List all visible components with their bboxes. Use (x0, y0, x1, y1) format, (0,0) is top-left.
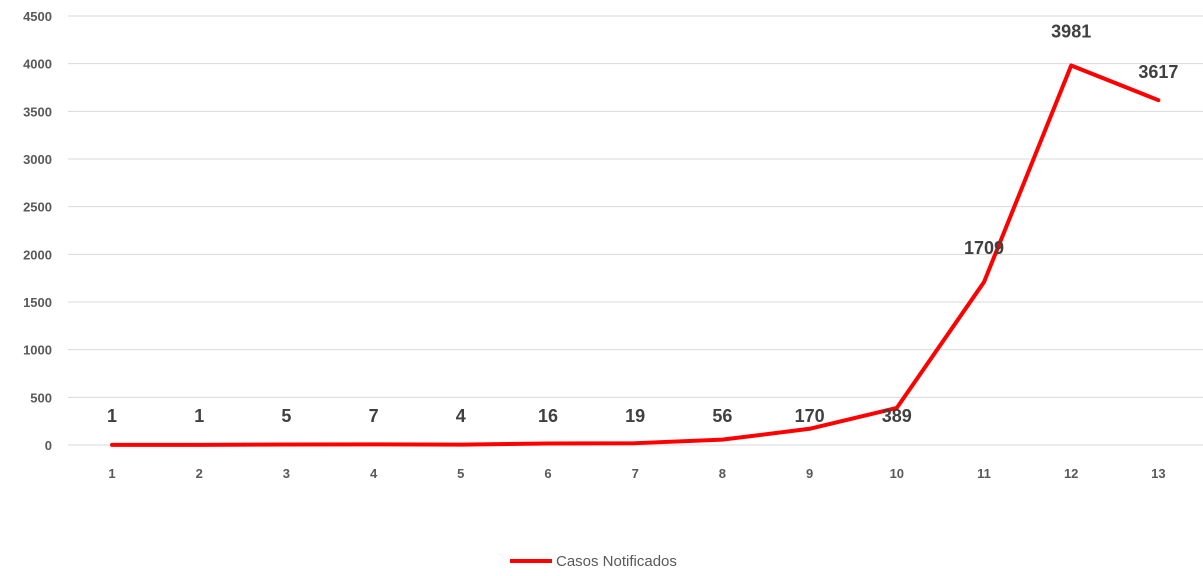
data-label: 7 (369, 406, 379, 426)
y-tick-label: 3000 (23, 152, 52, 167)
gridlines (68, 15, 1203, 446)
series-casos-notificados (110, 63, 1161, 447)
x-axis-ticks: 1 2 3 4 5 6 7 8 9 10 11 12 13 (108, 466, 1165, 481)
x-tick-label: 2 (196, 466, 203, 481)
data-labels: 1 1 5 7 4 16 19 56 170 389 1709 3981 3617 (107, 21, 1178, 426)
x-tick-label: 5 (457, 466, 464, 481)
y-tick-label: 500 (30, 390, 52, 405)
x-tick-label: 6 (544, 466, 551, 481)
x-tick-label: 11 (977, 466, 991, 481)
data-label: 19 (625, 406, 645, 426)
x-tick-label: 7 (632, 466, 639, 481)
y-tick-label: 2000 (23, 247, 52, 262)
data-label: 3981 (1051, 21, 1091, 41)
x-tick-label: 4 (370, 466, 378, 481)
data-label: 5 (281, 406, 291, 426)
y-tick-label: 4000 (23, 57, 52, 72)
x-tick-label: 13 (1151, 466, 1165, 481)
x-tick-label: 3 (283, 466, 290, 481)
legend: Casos Notificados (510, 553, 677, 570)
y-tick-label: 2500 (23, 200, 52, 215)
x-tick-label: 12 (1064, 466, 1078, 481)
y-tick-label: 4500 (23, 9, 52, 24)
y-tick-label: 1500 (23, 295, 52, 310)
data-label: 56 (712, 406, 732, 426)
x-tick-label: 9 (806, 466, 813, 481)
y-tick-label: 1000 (23, 343, 52, 358)
data-label: 16 (538, 406, 558, 426)
data-label: 3617 (1138, 62, 1178, 82)
data-label: 4 (456, 406, 466, 426)
x-tick-label: 8 (719, 466, 726, 481)
legend-label: Casos Notificados (556, 553, 677, 570)
y-tick-label: 0 (45, 438, 52, 453)
x-tick-label: 1 (108, 466, 115, 481)
data-label: 1 (194, 406, 204, 426)
data-label: 1709 (964, 238, 1004, 258)
y-axis-ticks: 0 500 1000 1500 2000 2500 3000 3500 4000 4500 (23, 9, 52, 453)
x-tick-label: 10 (890, 466, 904, 481)
data-label: 389 (882, 406, 912, 426)
data-label: 1 (107, 406, 117, 426)
y-tick-label: 3500 (23, 104, 52, 119)
data-label: 170 (795, 406, 825, 426)
